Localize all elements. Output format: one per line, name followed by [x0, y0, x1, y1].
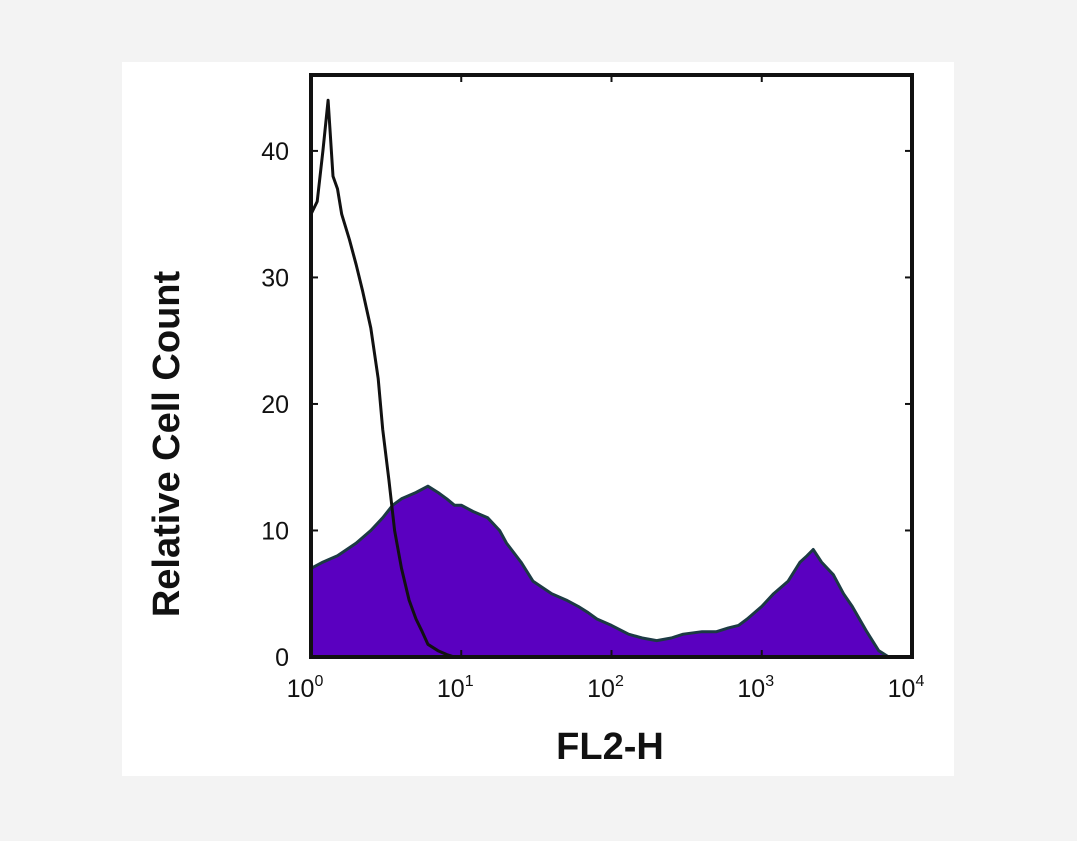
x-axis-label: FL2-H	[556, 726, 664, 768]
histogram-chart: 0 10 20 30 40 100 101 102 103 104 Relative Cell C…	[146, 73, 925, 768]
x-tick-label: 100	[287, 673, 324, 703]
y-tick-label: 0	[275, 644, 289, 672]
y-axis-label: Relative Cell Count	[146, 271, 188, 618]
y-tick-label: 20	[261, 391, 289, 419]
y-tick-label: 10	[261, 517, 289, 545]
control-histogram-line	[309, 98, 455, 659]
x-tick-label: 101	[437, 673, 474, 703]
plot-frame	[309, 73, 914, 659]
y-tick-label: 40	[261, 138, 289, 166]
x-tick-label: 102	[587, 673, 624, 703]
x-tick-label: 104	[888, 673, 925, 703]
filled-histogram-outline	[310, 484, 890, 659]
y-tick-label: 30	[261, 264, 289, 292]
filled-histogram-area	[311, 486, 889, 657]
figure-panel: 0 10 20 30 40 100 101 102 103 104 Relative Cell C…	[122, 62, 954, 776]
x-tick-label: 103	[737, 673, 774, 703]
